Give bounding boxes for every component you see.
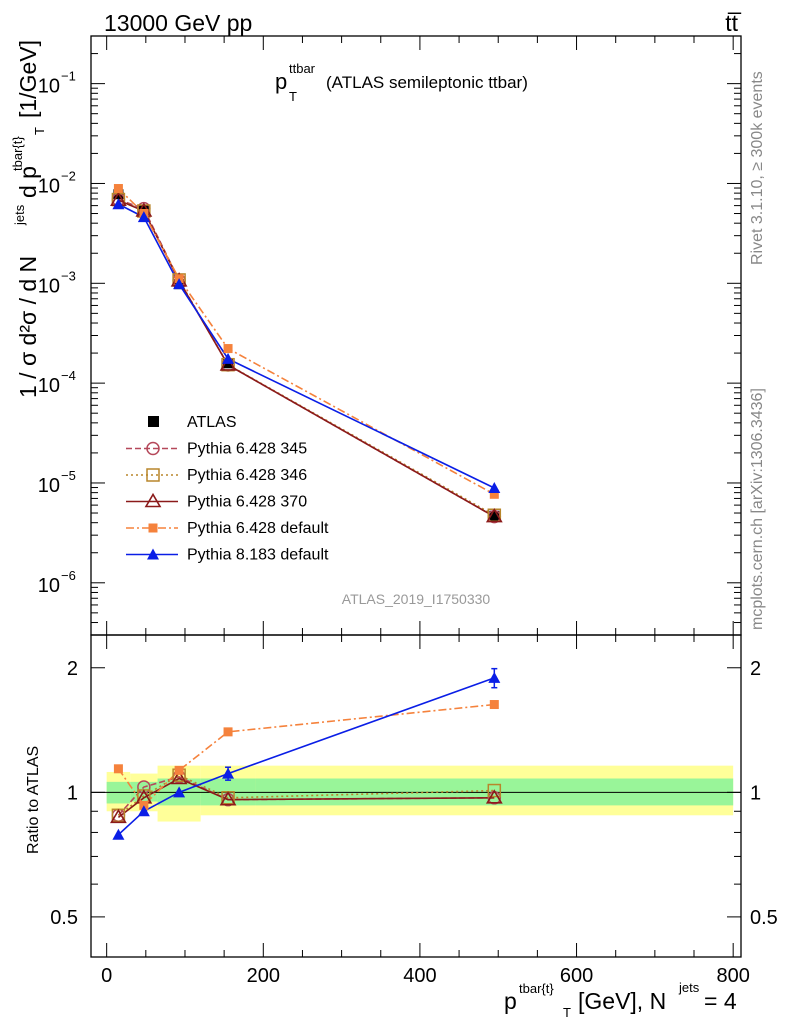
- legend-marker: [144, 492, 162, 508]
- legend-label: Pythia 6.428 370: [187, 494, 307, 511]
- legend-marker: [147, 548, 159, 560]
- legend-atlas-marker: [148, 416, 159, 427]
- series-point: [219, 356, 237, 371]
- series-point: [223, 344, 233, 354]
- ratio-uncertainty-bands: [91, 765, 741, 822]
- x-label-p: p: [504, 988, 517, 1014]
- ratio-series-line: [117, 777, 495, 818]
- ratio-point: [170, 769, 188, 785]
- ratio-panel-marks: [110, 667, 503, 840]
- x-label-sup: tbar{t}: [519, 981, 554, 996]
- x-tick-label: 400: [403, 965, 436, 987]
- legend-label: Pythia 6.428 345: [187, 441, 307, 458]
- series-point: [489, 489, 499, 499]
- legend-label: Pythia 8.183 default: [187, 547, 329, 564]
- process-label: tt̅: [725, 10, 741, 36]
- y-tick-exponent: −5: [61, 468, 76, 483]
- y-tick-exponent: −4: [61, 368, 76, 383]
- ratio-tick-label-left: 1: [67, 782, 78, 804]
- series-point: [485, 508, 503, 523]
- ratio-point: [487, 783, 502, 798]
- legend-atlas-label: ATLAS: [187, 414, 237, 431]
- ratio-frame: [90, 634, 742, 958]
- atlas-data-point: [489, 510, 500, 521]
- y-tick-exponent: −2: [61, 168, 76, 183]
- y-tick-exponent: −3: [61, 268, 76, 283]
- series-point: [173, 278, 186, 290]
- y-tick-label: 10: [38, 375, 60, 397]
- ratio-point: [137, 780, 151, 794]
- y-tick-label: 10: [38, 275, 60, 297]
- series-point: [222, 352, 235, 364]
- ratio-point: [485, 789, 503, 804]
- y-label-jets: jets: [12, 204, 27, 226]
- ratio-point: [113, 764, 123, 774]
- ratio-point: [110, 808, 127, 824]
- main-panel-marks: [110, 184, 503, 524]
- y-label-tbar: tbar{t}: [10, 136, 25, 171]
- y-tick-exponent: −1: [61, 69, 76, 84]
- ratio-tick-label-right: 0.5: [750, 907, 778, 929]
- title-sup: ttbar: [289, 61, 316, 76]
- ratio-point: [174, 765, 184, 775]
- x-label-rest: [GeV], N: [578, 988, 666, 1014]
- series-point: [113, 184, 123, 194]
- title-p: p: [275, 69, 287, 94]
- x-axis-label: p tbar{t} T [GeV], N jets = 4: [504, 980, 737, 1020]
- ratio-y-label: Ratio to ATLAS: [25, 746, 42, 854]
- y-tick-label: 10: [38, 575, 60, 597]
- ratio-point: [112, 828, 125, 840]
- legend-marker: [148, 523, 158, 533]
- rivet-label: Rivet 3.1.10, ≥ 300k events: [749, 71, 766, 265]
- ratio-series-line: [117, 774, 495, 816]
- main-frame: [90, 35, 742, 636]
- ratio-point: [173, 786, 186, 798]
- ratio-tick-label-right: 1: [750, 782, 761, 804]
- y-tick-exponent: −6: [61, 568, 76, 583]
- y-tick-label: 10: [38, 76, 60, 98]
- y-label-T: T: [32, 127, 47, 135]
- x-label-jets: jets: [678, 980, 700, 995]
- legend-marker: [146, 441, 160, 456]
- series-line: [117, 187, 495, 495]
- y-label-text: 1 / σ d²σ / d N: [15, 256, 41, 398]
- series-point: [112, 198, 125, 210]
- y-label-unit: [1/GeV]: [15, 40, 41, 118]
- legend-marker: [146, 468, 160, 482]
- x-tick-label: 600: [560, 965, 593, 987]
- ratio-point: [222, 767, 235, 779]
- title-sub: T: [289, 89, 297, 104]
- analysis-id: ATLAS_2019_I1750330: [342, 591, 491, 607]
- legend-label: Pythia 6.428 default: [187, 520, 329, 537]
- y-label-dp: d p: [15, 166, 41, 198]
- y-axis-label: 1 / σ d²σ / d N jets d p tbar{t} T [1/Ge…: [10, 40, 47, 398]
- ratio-point: [219, 791, 237, 806]
- ratio-tick-label-left: 2: [67, 658, 78, 680]
- ratio-tick-label-left: 0.5: [50, 907, 78, 929]
- ratio-point: [489, 700, 499, 710]
- title-rest: (ATLAS semileptonic ttbar): [326, 73, 528, 92]
- ratio-point: [488, 671, 501, 683]
- x-label-tail: = 4: [704, 988, 737, 1014]
- y-tick-label: 10: [38, 475, 60, 497]
- ratio-point: [223, 727, 233, 737]
- x-tick-label: 200: [247, 965, 280, 987]
- y-tick-label: 10: [38, 175, 60, 197]
- series-point: [488, 482, 501, 494]
- ratio-series-line: [117, 703, 495, 807]
- ratio-tick-label-right: 2: [750, 658, 761, 680]
- series-point: [137, 211, 150, 223]
- legend-label: Pythia 6.428 346: [187, 467, 307, 484]
- x-label-sub: T: [563, 1005, 571, 1020]
- plot-title: p ttbar T (ATLAS semileptonic ttbar): [275, 61, 528, 104]
- collision-label: 13000 GeV pp: [104, 10, 252, 36]
- x-tick-label: 0: [101, 965, 112, 987]
- mcplots-label: mcplots.cern.ch [arXiv:1306.3436]: [749, 388, 766, 630]
- x-tick-label: 800: [716, 965, 749, 987]
- ratio-point: [137, 805, 150, 817]
- legend: ATLAS Pythia 6.428 345 Pythia 6.428 346 Pyt…: [126, 414, 329, 564]
